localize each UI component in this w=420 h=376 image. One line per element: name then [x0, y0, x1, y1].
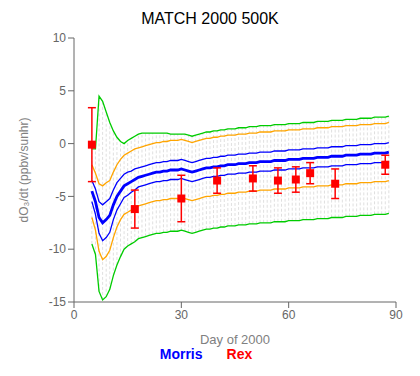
- svg-text:0: 0: [71, 308, 78, 322]
- svg-text:90: 90: [389, 308, 403, 322]
- svg-text:Day of 2000: Day of 2000: [200, 332, 270, 347]
- svg-text:5: 5: [59, 84, 66, 98]
- svg-text:-15: -15: [49, 295, 67, 309]
- html-text:Morris: Morris: [159, 346, 203, 362]
- svg-text:60: 60: [282, 308, 296, 322]
- svg-text:30: 30: [175, 308, 189, 322]
- svg-text:-10: -10: [49, 242, 67, 256]
- html-text:Rex: Rex: [226, 346, 253, 362]
- svg-text:dO₃/dt (ppbv/sunhr): dO₃/dt (ppbv/sunhr): [17, 118, 31, 223]
- svg-text:10: 10: [53, 31, 67, 45]
- svg-text:0: 0: [59, 137, 66, 151]
- html-text:MATCH 2000 500K: MATCH 2000 500K: [141, 10, 279, 27]
- svg-text:-5: -5: [55, 190, 66, 204]
